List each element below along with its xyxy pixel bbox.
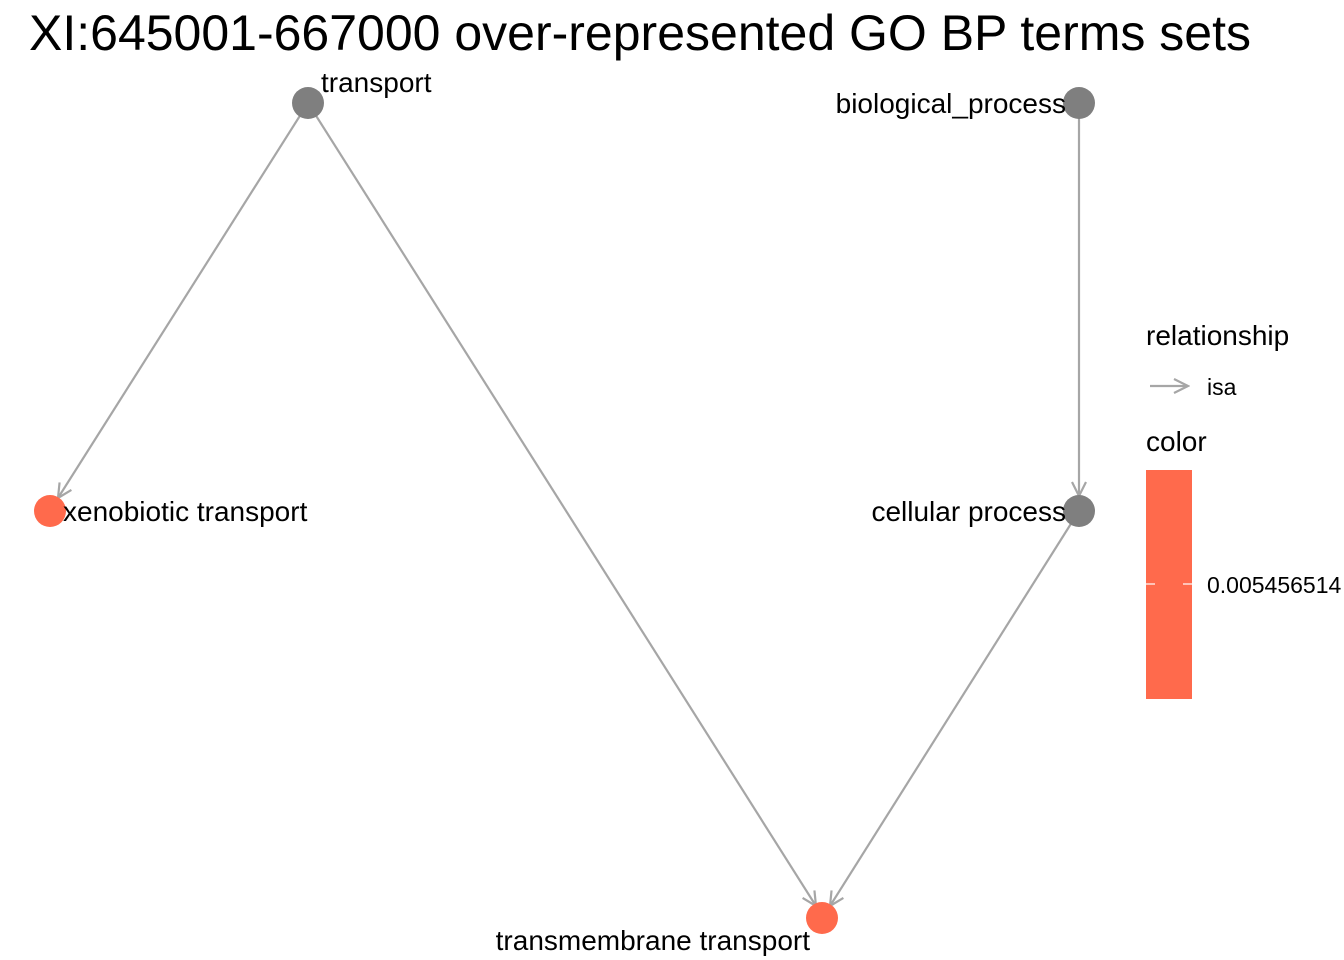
node-cellular-process[interactable] [1063, 495, 1095, 527]
node-label-transport: transport [321, 67, 432, 98]
nodes: transport biological_process xenobiotic … [34, 67, 1095, 956]
legend-color-title: color [1146, 426, 1207, 457]
node-xenobiotic-transport[interactable] [34, 495, 66, 527]
node-transport[interactable] [292, 87, 324, 119]
node-transmembrane-transport[interactable] [806, 902, 838, 934]
edge-transport-to-xenobiotic-transport [58, 102, 309, 498]
node-label-xenobiotic-transport: xenobiotic transport [63, 496, 308, 527]
legend-color-value: 0.005456514 [1207, 572, 1342, 598]
legend: relationship isa color 0.005456514 [1146, 320, 1342, 699]
node-label-biological-process: biological_process [836, 88, 1066, 119]
node-biological-process[interactable] [1063, 87, 1095, 119]
legend-relationship-title: relationship [1146, 320, 1289, 351]
edge-cellular-process-to-transmembrane-transport [830, 510, 1080, 906]
graph-title: XI:645001-667000 over-represented GO BP … [29, 5, 1251, 61]
legend-isa-label: isa [1207, 374, 1237, 400]
edges [58, 102, 1080, 906]
edge-transport-to-transmembrane-transport [307, 102, 816, 906]
node-label-cellular-process: cellular process [871, 496, 1066, 527]
node-label-transmembrane-transport: transmembrane transport [496, 925, 811, 956]
